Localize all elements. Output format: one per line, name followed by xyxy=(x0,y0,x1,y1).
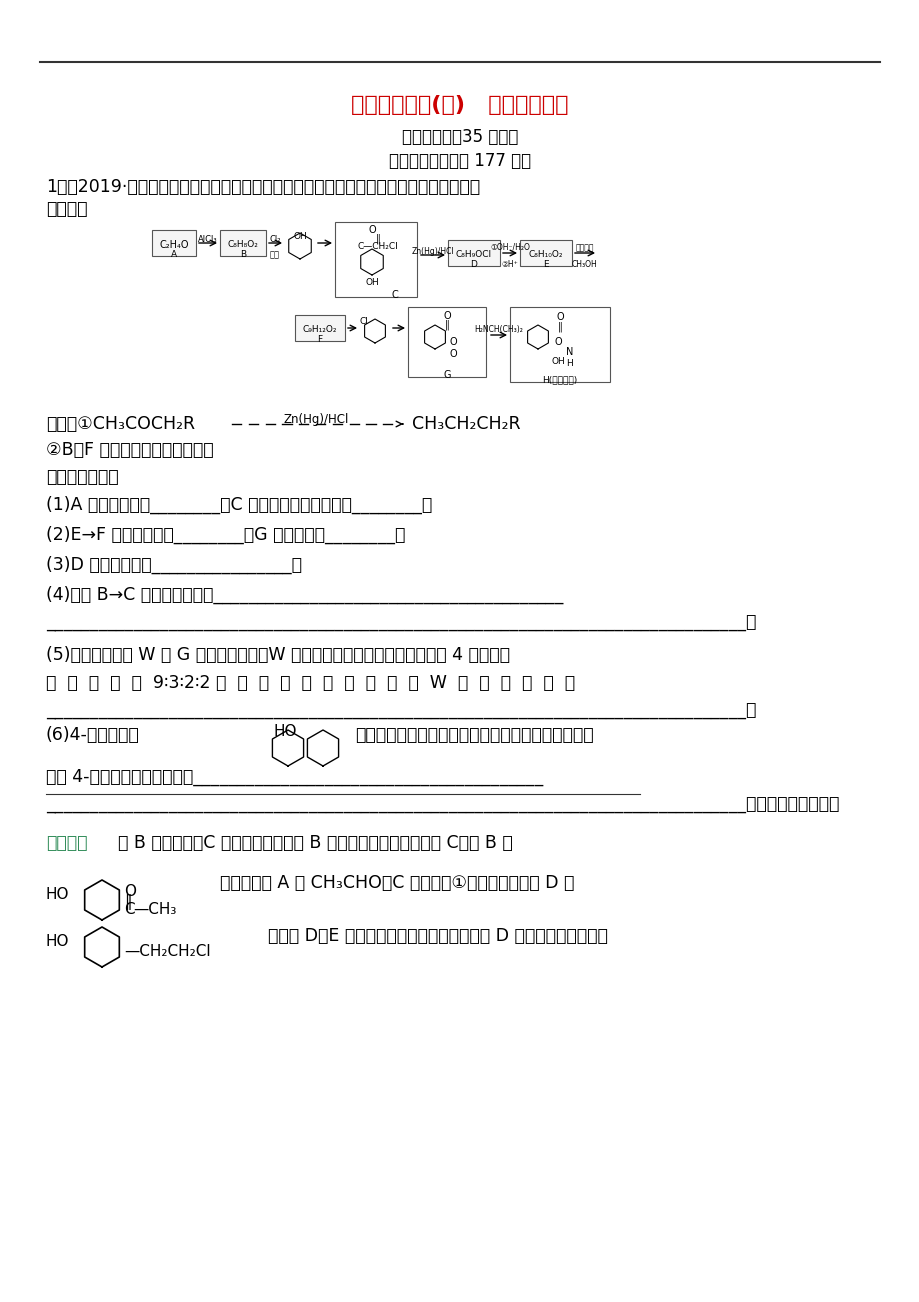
Text: 回答下列问题：: 回答下列问题： xyxy=(46,467,119,486)
Text: ②B～F 苯环上均只有两个取代基: ②B～F 苯环上均只有两个取代基 xyxy=(46,441,213,460)
Text: 【解析】: 【解析】 xyxy=(46,835,87,852)
Text: HO: HO xyxy=(273,724,297,740)
Text: (4)反应 B→C 的化学方程式为________________________________________: (4)反应 B→C 的化学方程式为_______________________… xyxy=(46,586,562,604)
Text: H: H xyxy=(566,359,573,368)
Text: C₈H₈O₂: C₈H₈O₂ xyxy=(227,240,258,249)
Text: OH: OH xyxy=(550,357,564,366)
Bar xyxy=(335,223,416,297)
Text: ‖: ‖ xyxy=(124,894,131,910)
Text: ________________________________________________________________________________: ________________________________________… xyxy=(46,796,838,814)
Text: C₈H₁₀O₂: C₈H₁₀O₂ xyxy=(528,250,562,259)
Text: H₂NCH(CH₃)₂: H₂NCH(CH₃)₂ xyxy=(474,326,523,335)
Text: 制备 4-苄基苯酚的合成路线：________________________________________: 制备 4-苄基苯酚的合成路线：_________________________… xyxy=(46,768,542,786)
Text: (5)芳香族化合物 W 是 G 的同分异构体，W 能发生水解反应，核磁共振氢谱有 4 组峰，峰: (5)芳香族化合物 W 是 G 的同分异构体，W 能发生水解反应，核磁共振氢谱有… xyxy=(46,646,509,664)
Text: HO: HO xyxy=(46,887,70,902)
Bar xyxy=(152,230,196,256)
Text: （对应学生用书第 177 页）: （对应学生用书第 177 页） xyxy=(389,152,530,171)
Text: C₈H₉OCl: C₈H₉OCl xyxy=(456,250,492,259)
Text: CH₃OH: CH₃OH xyxy=(572,260,597,270)
Text: 由 B 的分子式、C 的结构简式，可知 B 与氯气发生取代反应生成 C，故 B 为: 由 B 的分子式、C 的结构简式，可知 B 与氯气发生取代反应生成 C，故 B … xyxy=(118,835,512,852)
Text: ________________________________________________________________________________: ________________________________________… xyxy=(46,702,755,720)
Bar xyxy=(519,240,572,266)
Text: A: A xyxy=(171,250,176,259)
Text: ________________________________________________________________________________: ________________________________________… xyxy=(46,615,755,631)
Text: O: O xyxy=(124,884,136,898)
Text: O: O xyxy=(443,311,450,322)
Text: 。对比 D、E 的分子式，结合反应条件，可知 D 中氯原子水解、酸化: 。对比 D、E 的分子式，结合反应条件，可知 D 中氯原子水解、酸化 xyxy=(267,927,607,945)
Text: AlCl₃: AlCl₃ xyxy=(198,234,218,243)
Text: （建议用时：35 分钟）: （建议用时：35 分钟） xyxy=(402,128,517,146)
Text: (3)D 的结构简式为________________。: (3)D 的结构简式为________________。 xyxy=(46,556,301,574)
Text: ‖: ‖ xyxy=(557,322,562,332)
Text: (6)4-苄基苯酚（: (6)4-苄基苯酚（ xyxy=(46,727,140,743)
Text: ）是一种药物中间体，请设计以苯甲醇和苯酚为原料: ）是一种药物中间体，请设计以苯甲醇和苯酚为原料 xyxy=(355,727,593,743)
Text: O: O xyxy=(448,337,457,348)
Text: C₂H₄O: C₂H₄O xyxy=(159,240,188,250)
Text: 大题题型集训(五)   有机化学基础: 大题题型集训(五) 有机化学基础 xyxy=(351,95,568,115)
Bar xyxy=(509,307,609,381)
Bar xyxy=(407,307,485,378)
Bar xyxy=(448,240,499,266)
Text: O: O xyxy=(448,349,457,359)
Text: F: F xyxy=(317,335,323,344)
Text: Cl₂: Cl₂ xyxy=(269,234,280,243)
Bar xyxy=(220,230,266,256)
Text: G: G xyxy=(443,370,450,380)
Text: O: O xyxy=(368,225,375,234)
Text: C—CH₂Cl: C—CH₂Cl xyxy=(357,242,398,251)
Text: 1．（2019·广东模拟）美托洛尔可用于治疗各种类型高血压及心绞痛，其一种合成路线如: 1．（2019·广东模拟）美托洛尔可用于治疗各种类型高血压及心绞痛，其一种合成路… xyxy=(46,178,480,197)
Text: —CH₃: —CH₃ xyxy=(133,902,176,917)
Text: 已知：①CH₃COCH₂R: 已知：①CH₃COCH₂R xyxy=(46,415,195,434)
Text: —CH₂CH₂Cl: —CH₂CH₂Cl xyxy=(124,944,210,960)
Text: 下所示：: 下所示： xyxy=(46,201,87,217)
Text: C₉H₁₂O₂: C₉H₁₂O₂ xyxy=(302,326,337,335)
Text: ‖: ‖ xyxy=(444,320,449,331)
Text: O: O xyxy=(556,312,563,322)
Text: OH: OH xyxy=(293,232,307,241)
Text: Cl: Cl xyxy=(359,316,369,326)
Text: CH₃CH₂CH₂R: CH₃CH₂CH₂R xyxy=(412,415,520,434)
Text: E: E xyxy=(542,260,549,270)
Text: 高温: 高温 xyxy=(269,250,279,259)
Text: 一定条件: 一定条件 xyxy=(575,243,594,253)
Text: ，逆推可知 A 为 CH₃CHO。C 发生信息①中还原反应生成 D 为: ，逆推可知 A 为 CH₃CHO。C 发生信息①中还原反应生成 D 为 xyxy=(220,874,573,892)
Text: ②H⁺: ②H⁺ xyxy=(501,260,517,270)
Text: C: C xyxy=(124,902,134,917)
Text: ‖: ‖ xyxy=(375,234,380,245)
Text: OH: OH xyxy=(365,279,379,286)
Text: ①OH⁻/H₂O: ①OH⁻/H₂O xyxy=(490,243,529,253)
Text: Zn(Hg)/HCl: Zn(Hg)/HCl xyxy=(411,247,454,256)
Text: N: N xyxy=(566,348,573,357)
Text: 面  积  之  比  为  9∶3∶2∶2 ，  写  出  一  种  符  合  要  求  的  W  的  结  构  简  式  为: 面 积 之 比 为 9∶3∶2∶2 ， 写 出 一 种 符 合 要 求 的 W … xyxy=(46,674,574,691)
Bar xyxy=(295,315,345,341)
Text: O: O xyxy=(553,337,562,348)
Text: B: B xyxy=(240,250,245,259)
Text: (1)A 的化学名称是________，C 中含氧官能团的名称是________。: (1)A 的化学名称是________，C 中含氧官能团的名称是________… xyxy=(46,496,432,514)
Text: HO: HO xyxy=(46,934,70,949)
Text: Zn(Hg)/HCl: Zn(Hg)/HCl xyxy=(283,413,348,426)
Text: C: C xyxy=(391,290,398,299)
Text: (2)E→F 的反应类型是________，G 的分子式为________。: (2)E→F 的反应类型是________，G 的分子式为________。 xyxy=(46,526,405,544)
Text: D: D xyxy=(470,260,477,270)
Text: H(美托洛尔): H(美托洛尔) xyxy=(542,375,577,384)
